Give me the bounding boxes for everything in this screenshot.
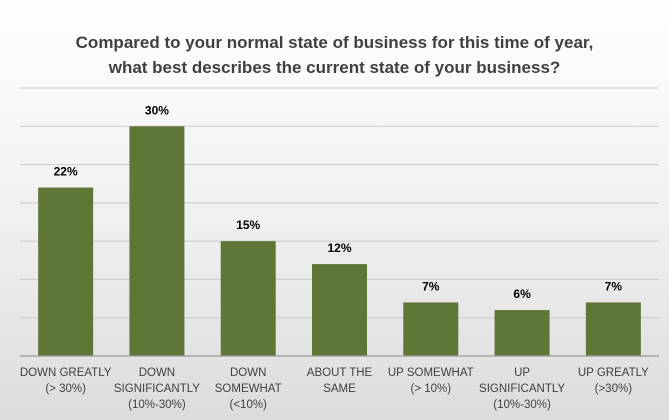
bar	[403, 302, 459, 356]
chart-title-line-2: what best describes the current state of…	[108, 58, 561, 77]
category-label: (> 10%)	[410, 383, 451, 395]
category-label: SIGNIFICANTLY	[479, 383, 565, 395]
chart-title-line-1: Compared to your normal state of busines…	[75, 33, 594, 52]
bar	[220, 241, 276, 356]
category-label: (10%-30%)	[493, 399, 551, 411]
data-label: 7%	[422, 279, 440, 293]
data-label: 6%	[513, 287, 531, 301]
bar	[312, 264, 367, 356]
bar	[585, 302, 641, 356]
category-label: SIGNIFICANTLY	[114, 383, 200, 395]
category-label: (> 30%)	[45, 383, 86, 395]
category-label: UP GREATLY	[578, 367, 649, 379]
data-label: 15%	[236, 218, 260, 232]
chart-title: Compared to your normal state of busines…	[20, 30, 649, 80]
category-label: (10%-30%)	[128, 399, 186, 411]
category-label: DOWN	[230, 367, 266, 379]
category-label: DOWN GREATLY	[20, 367, 112, 379]
bar	[129, 126, 185, 357]
data-label: 12%	[327, 241, 351, 255]
category-label: SAME	[323, 383, 356, 395]
category-label: ABOUT THE	[307, 367, 373, 379]
bar	[494, 310, 550, 356]
category-label: UP	[514, 367, 530, 379]
category-label: UP SOMEWHAT	[388, 367, 474, 379]
bar	[38, 187, 94, 356]
data-label: 22%	[54, 165, 78, 179]
category-label: (>30%)	[595, 383, 633, 395]
category-label: (<10%)	[230, 399, 268, 411]
data-label: 7%	[605, 279, 623, 293]
data-label: 30%	[145, 103, 169, 117]
category-label: DOWN	[139, 367, 175, 379]
category-label: SOMEWHAT	[215, 383, 282, 395]
